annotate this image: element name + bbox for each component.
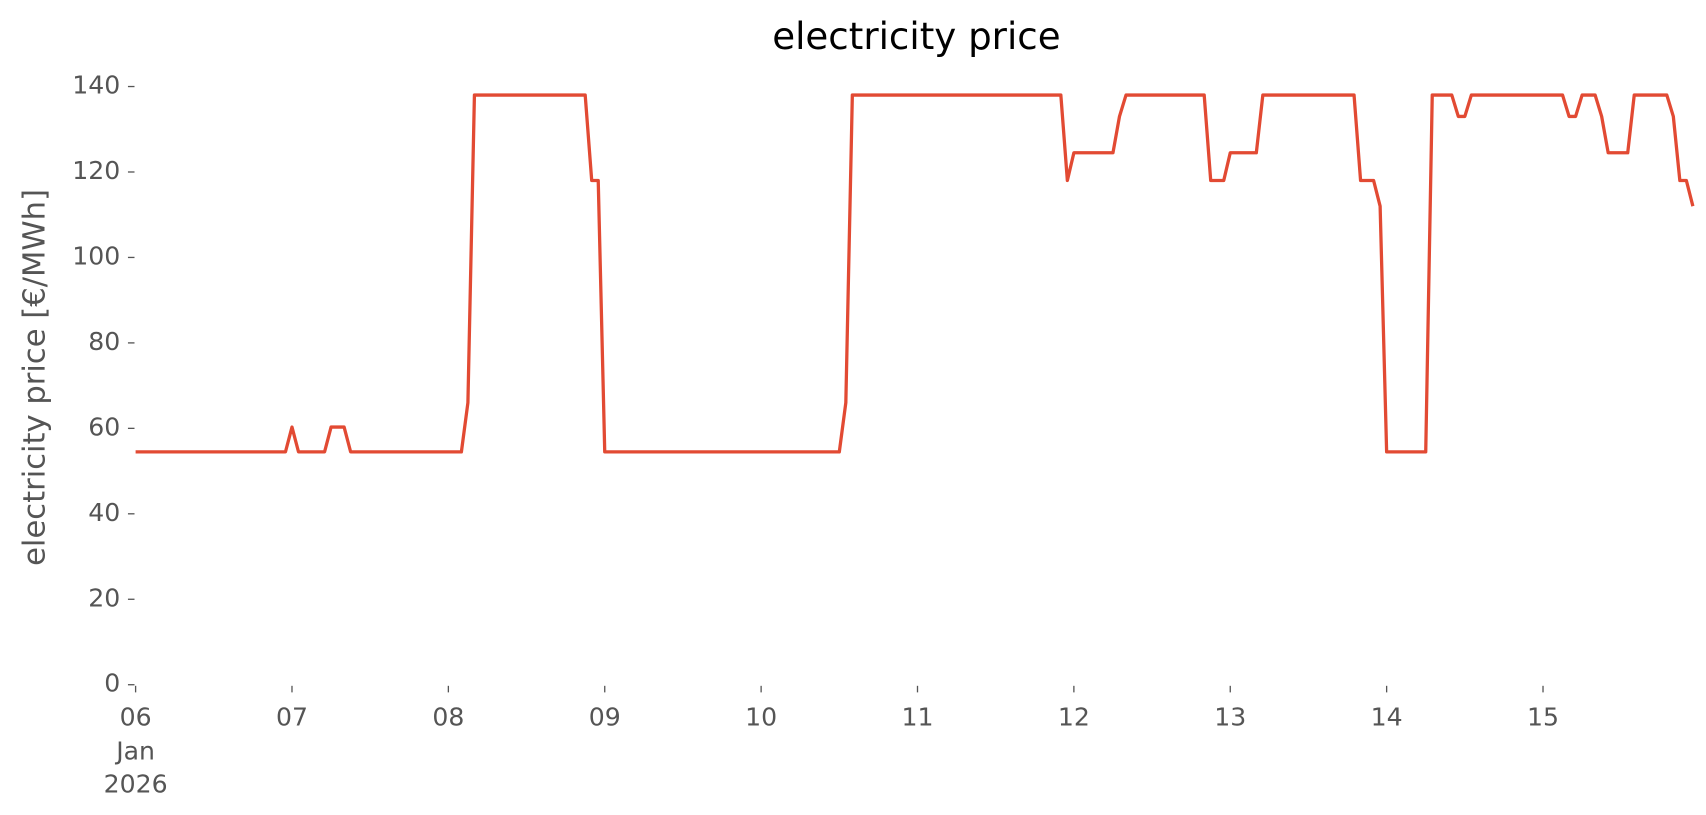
y-axis-label: electricity price [€/MWh] bbox=[18, 189, 53, 566]
y-tick-label: 40 bbox=[88, 498, 120, 527]
x-tick-label: 12 bbox=[1058, 703, 1090, 732]
x-tick-label: 15 bbox=[1527, 703, 1559, 732]
y-tick-label: 100 bbox=[72, 241, 120, 270]
x-tick-sublabel: Jan bbox=[114, 737, 155, 766]
x-tick-label: 07 bbox=[276, 703, 308, 732]
x-tick-label: 11 bbox=[901, 703, 933, 732]
x-tick-sublabel: 2026 bbox=[104, 769, 168, 798]
x-tick-label: 06 bbox=[120, 703, 152, 732]
x-tick-label: 08 bbox=[432, 703, 464, 732]
chart-title: electricity price bbox=[772, 14, 1060, 58]
x-tick-label: 14 bbox=[1371, 703, 1403, 732]
x-tick-label: 09 bbox=[589, 703, 621, 732]
y-tick-label: 80 bbox=[88, 327, 120, 356]
y-tick-label: 120 bbox=[72, 156, 120, 185]
y-tick-label: 60 bbox=[88, 412, 120, 441]
y-tick-label: 140 bbox=[72, 71, 120, 100]
x-tick-label: 10 bbox=[745, 703, 777, 732]
y-tick-label: 0 bbox=[104, 669, 120, 698]
x-tick-label: 13 bbox=[1214, 703, 1246, 732]
data-line bbox=[135, 93, 1695, 454]
y-tick-label: 20 bbox=[88, 583, 120, 612]
